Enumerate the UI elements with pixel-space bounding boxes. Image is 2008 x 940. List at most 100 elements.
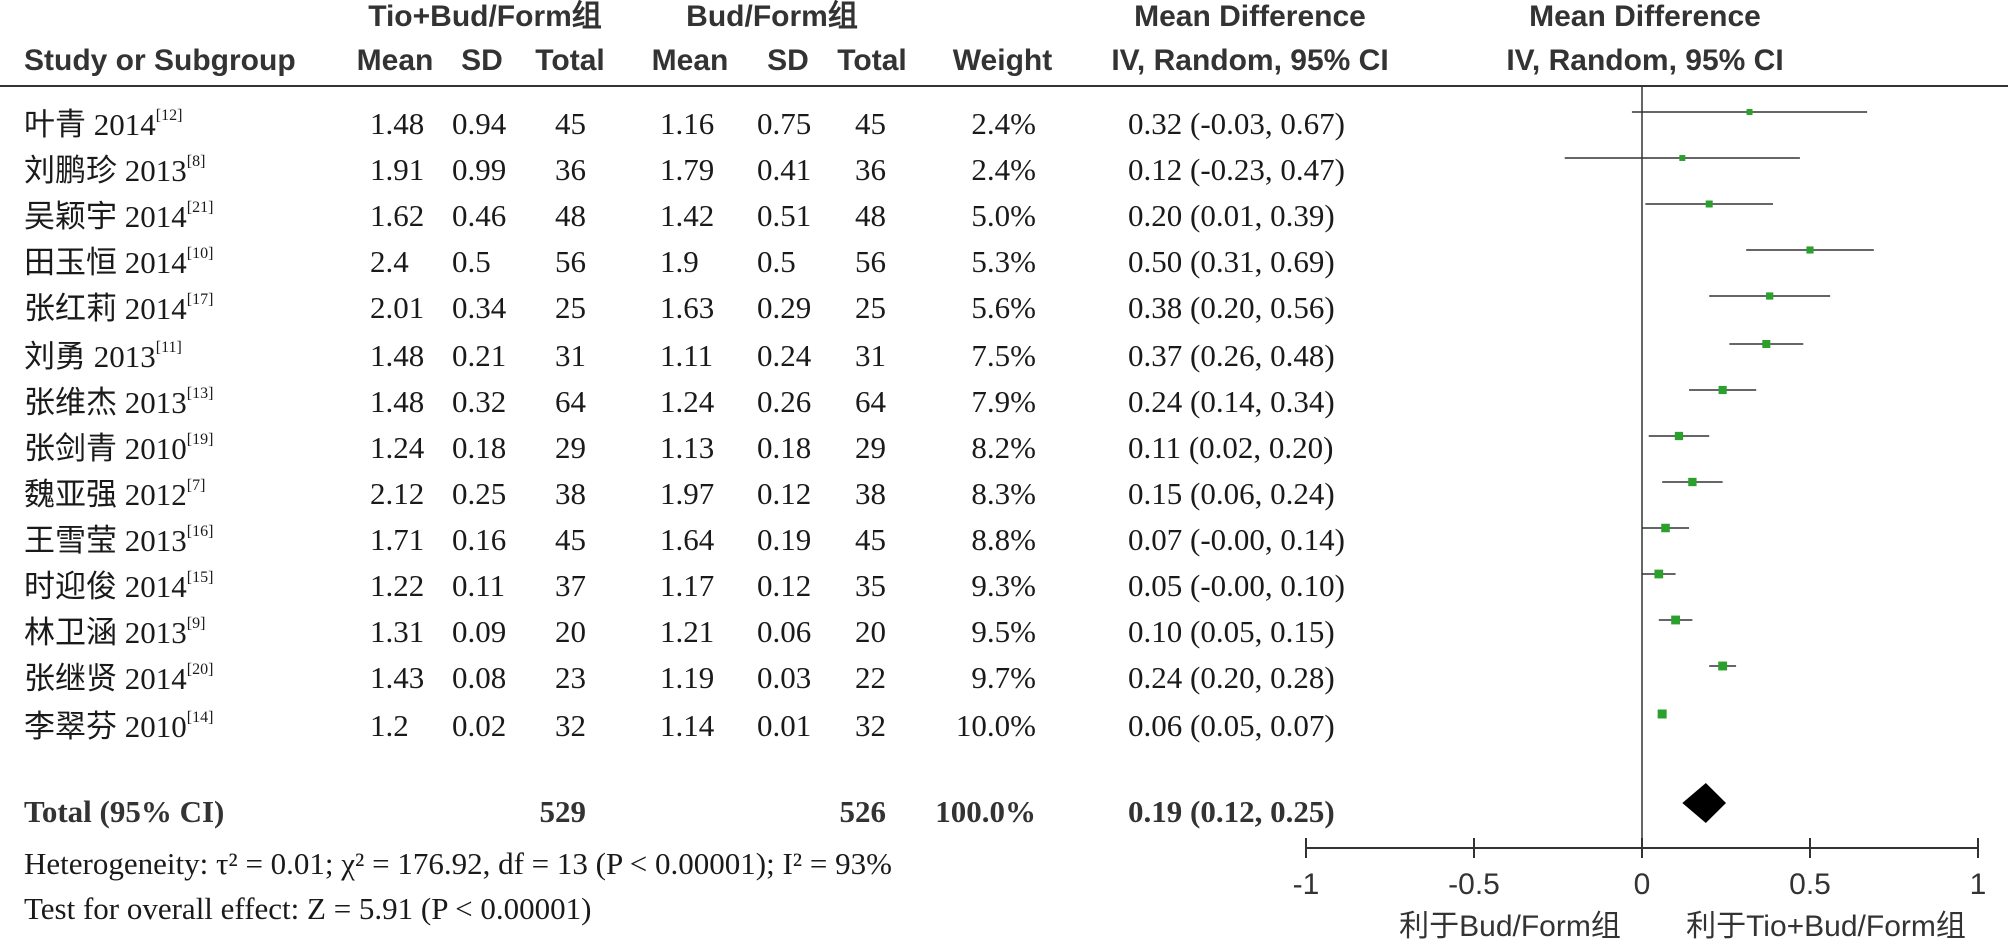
cell-n2: 35 — [855, 568, 886, 603]
effect-marker — [1679, 155, 1686, 161]
x-tick-label: -1 — [1293, 868, 1320, 901]
group1-header: Tio+Bud/Form组 — [368, 0, 602, 33]
cell-ci-text: 0.11 (0.02, 0.20) — [1128, 430, 1334, 465]
cell-ci-text: 0.24 (0.20, 0.28) — [1128, 660, 1335, 695]
cell-mean2: 1.17 — [660, 568, 715, 603]
heterogeneity-text: Heterogeneity: τ² = 0.01; χ² = 176.92, d… — [24, 846, 892, 881]
cell-mean1: 1.43 — [370, 660, 425, 695]
study-name-text: 王雪莹 2013 — [24, 523, 187, 558]
cell-n2: 45 — [855, 106, 886, 141]
cell-sd2: 0.03 — [757, 660, 812, 695]
cell-weight: 9.5% — [971, 614, 1036, 649]
study-name: 刘鹏珍 2013[8] — [24, 153, 205, 188]
study-name: 张维杰 2013[13] — [24, 386, 213, 419]
cell-sd2: 0.75 — [757, 106, 812, 141]
effect-marker — [1746, 109, 1753, 115]
study-name: 吴颖宇 2014[21] — [24, 199, 214, 233]
cell-sd1: 0.02 — [452, 708, 507, 743]
study-name-text: 李翠芬 2010 — [24, 709, 187, 744]
cell-n2: 20 — [855, 614, 886, 649]
cell-ci-text: 0.37 (0.26, 0.48) — [1128, 338, 1335, 373]
cell-mean2: 1.21 — [660, 614, 715, 649]
group2-header: Bud/Form组 — [686, 0, 858, 33]
cell-n1: 32 — [555, 708, 586, 743]
cell-weight: 2.4% — [971, 106, 1036, 141]
cell-mean2: 1.24 — [660, 384, 715, 419]
study-name-text: 叶青 2014 — [24, 107, 156, 142]
cell-mean2: 1.13 — [660, 430, 715, 465]
cell-sd2: 0.24 — [757, 338, 812, 373]
cell-n1: 48 — [555, 198, 586, 233]
cell-weight: 8.2% — [971, 430, 1036, 465]
cell-weight: 9.7% — [971, 660, 1036, 695]
cell-n1: 36 — [555, 152, 586, 187]
cell-n2: 32 — [855, 708, 886, 743]
x-tick-label: -0.5 — [1448, 868, 1500, 901]
x-tick-label: 1 — [1970, 868, 1987, 901]
cell-n1: 23 — [555, 660, 586, 695]
cell-ci-text: 0.24 (0.14, 0.34) — [1128, 384, 1335, 419]
study-name-text: 刘勇 2013 — [24, 339, 156, 374]
effect-marker — [1766, 292, 1774, 300]
md-method-plot-header: IV, Random, 95% CI — [1506, 44, 1784, 77]
total-ci: 0.19 (0.12, 0.25) — [1128, 794, 1335, 829]
cell-n2: 22 — [855, 660, 886, 695]
cell-n2: 48 — [855, 198, 886, 233]
cell-n1: 20 — [555, 614, 586, 649]
cell-n1: 31 — [555, 338, 586, 373]
cell-ci-text: 0.05 (-0.00, 0.10) — [1128, 568, 1345, 603]
cell-n2: 45 — [855, 522, 886, 557]
effect-marker — [1657, 709, 1667, 719]
cell-n1: 56 — [555, 244, 586, 279]
effect-marker — [1671, 615, 1680, 625]
study-reference: [21] — [186, 199, 214, 216]
cell-sd2: 0.19 — [757, 522, 812, 557]
study-name-text: 刘鹏珍 2013 — [24, 153, 187, 188]
total-label: Total (95% CI) — [24, 794, 225, 829]
study-column-header: Study or Subgroup — [24, 44, 296, 77]
cell-mean1: 1.2 — [370, 708, 409, 743]
mean2-header: Mean — [651, 44, 729, 77]
x-tick-label: 0 — [1634, 868, 1651, 901]
effect-marker — [1705, 200, 1713, 208]
study-reference: [10] — [186, 245, 214, 262]
cell-weight: 10.0% — [955, 708, 1036, 743]
study-name: 田玉恒 2014[10] — [24, 245, 214, 279]
cell-sd2: 0.5 — [757, 244, 796, 279]
study-name: 李翠芬 2010[14] — [24, 709, 214, 744]
cell-mean1: 1.71 — [370, 522, 425, 557]
cell-weight: 8.3% — [971, 476, 1036, 511]
study-reference: [7] — [186, 477, 206, 494]
cell-mean2: 1.42 — [660, 198, 715, 233]
cell-n1: 25 — [555, 290, 586, 325]
effect-marker — [1654, 569, 1664, 579]
study-name: 王雪莹 2013[16] — [24, 523, 213, 558]
study-name-text: 时迎俊 2014 — [24, 569, 187, 604]
cell-n1: 45 — [555, 522, 586, 557]
cell-sd1: 0.5 — [452, 244, 491, 279]
cell-mean1: 2.12 — [370, 476, 425, 511]
study-reference: [14] — [186, 709, 214, 726]
cell-mean2: 1.16 — [660, 106, 715, 141]
md-method-header: IV, Random, 95% CI — [1111, 44, 1389, 77]
study-name: 张剑青 2010[19] — [24, 432, 213, 465]
cell-mean1: 2.01 — [370, 290, 425, 325]
study-name: 时迎俊 2014[15] — [24, 569, 214, 604]
cell-mean2: 1.9 — [660, 244, 699, 279]
cell-sd1: 0.21 — [452, 338, 507, 373]
cell-mean2: 1.64 — [660, 522, 715, 557]
cell-sd2: 0.12 — [757, 568, 812, 603]
x-tick-label: 0.5 — [1789, 868, 1831, 901]
study-name-text: 林卫涵 2013 — [24, 615, 187, 650]
study-name-text: 张红莉 2014 — [24, 291, 187, 326]
cell-mean2: 1.97 — [660, 476, 715, 511]
cell-mean2: 1.11 — [660, 338, 714, 373]
cell-weight: 9.3% — [971, 568, 1036, 603]
cell-sd2: 0.18 — [757, 430, 812, 465]
cell-mean1: 1.31 — [370, 614, 425, 649]
total-n1: 529 — [539, 794, 587, 829]
cell-ci-text: 0.15 (0.06, 0.24) — [1128, 476, 1335, 511]
cell-sd2: 0.29 — [757, 290, 812, 325]
study-reference: [15] — [186, 569, 214, 586]
effect-marker — [1718, 661, 1728, 671]
